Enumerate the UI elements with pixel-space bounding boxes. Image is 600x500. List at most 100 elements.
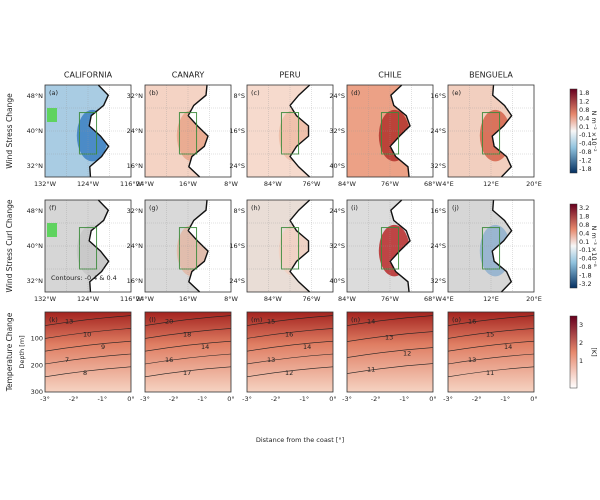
contour-label: 14 <box>504 343 512 351</box>
y-tick-label: 32°N <box>127 92 144 100</box>
panel: (h) 84°W 76°W 8°S 16°S 24°S <box>229 199 334 303</box>
panel-frame <box>447 311 535 393</box>
contour-line <box>246 353 334 365</box>
colorbar-tick-label: 3.2 <box>579 204 589 212</box>
x-tick-label: 0° <box>127 395 134 403</box>
panel-frame <box>44 311 132 393</box>
y-tick-label: 32°S <box>430 162 446 170</box>
colorbar <box>569 88 578 174</box>
land <box>89 85 131 177</box>
colorbar-tick-label: -0.1 <box>579 246 592 254</box>
land <box>492 85 534 177</box>
x-tick-label: 12°E <box>483 180 499 188</box>
panel-label: (d) <box>351 89 360 97</box>
y-tick-label: 32°N <box>27 277 44 285</box>
x-tick-label: -3° <box>443 395 453 403</box>
coastline <box>289 199 311 293</box>
colorbar-tick-label: 1 <box>579 357 583 365</box>
colorbar-unit: N m⁻³ ×10⁻⁸ <box>590 225 598 267</box>
x-tick-label: 4°E <box>442 180 454 188</box>
x-tick-label: -3° <box>342 395 352 403</box>
panel: (j) 4°E 12°E 20°E 16°S 24°S 32°S <box>430 199 542 303</box>
x-tick-label: 68°W <box>424 180 443 188</box>
contour-label: 20 <box>165 318 173 326</box>
panel-label: (j) <box>452 204 459 212</box>
x-tick-label: -1° <box>97 395 107 403</box>
y-tick-label: 24°S <box>229 162 245 170</box>
x-tick-label: 124°W <box>77 180 100 188</box>
x-tick-label: 132°W <box>34 295 57 303</box>
panel-label: (n) <box>351 316 360 324</box>
contour-line <box>44 328 132 339</box>
panel-label: (l) <box>149 316 156 324</box>
y-tick-label: 24°S <box>229 277 245 285</box>
panel: (f) 132°W 124°W 116°W 48°N 40°N 32°N <box>27 199 143 303</box>
contour-line <box>44 366 132 378</box>
y-tick-label: 48°N <box>27 92 44 100</box>
y-tick-label: 16°N <box>127 277 144 285</box>
contour-line <box>346 347 434 358</box>
coastline <box>491 84 513 178</box>
x-tick-label: 68°W <box>424 295 443 303</box>
panel-label: (g) <box>149 204 158 212</box>
colorbar-tick-label: -0.4 <box>579 140 592 148</box>
x-tick-label: 12°E <box>483 295 499 303</box>
x-tick-label: 16°W <box>179 295 198 303</box>
y-tick-label: 24°N <box>127 242 144 250</box>
panel-label: (k) <box>49 316 58 324</box>
contour-label: 14 <box>367 318 375 326</box>
x-tick-label: -1° <box>500 395 510 403</box>
x-tick-label: 84°W <box>338 295 357 303</box>
x-tick-label: -3° <box>40 395 50 403</box>
x-tick-label: 116°W <box>120 180 143 188</box>
colorbar-tick-label: -0.1 <box>579 131 592 139</box>
y-axis-title: Depth [m] <box>18 335 26 368</box>
y-tick-label: 32°S <box>430 277 446 285</box>
temperature-field <box>448 312 534 392</box>
panel-label: (e) <box>452 89 461 97</box>
coastline <box>88 84 110 178</box>
panel-frame <box>346 84 434 178</box>
x-tick-label: 84°W <box>264 295 283 303</box>
panel-label: (f) <box>49 204 56 212</box>
x-tick-label: 0° <box>429 395 436 403</box>
y-tick-label: 200 <box>31 361 43 369</box>
y-tick-label: 48°N <box>27 207 44 215</box>
x-tick-label: 116°W <box>120 295 143 303</box>
contour-label: 14 <box>201 343 209 351</box>
x-tick-label: 84°W <box>338 180 357 188</box>
coastline <box>187 199 209 293</box>
y-tick-label: 40°N <box>27 127 44 135</box>
panel: 15 16 14 13 12 (m) -3° -2° -1° 0° <box>242 311 337 403</box>
x-tick-label: -2° <box>271 395 281 403</box>
contour-label: 13 <box>267 356 275 364</box>
y-tick-label: 24°S <box>329 207 345 215</box>
y-tick-label: 24°N <box>127 127 144 135</box>
colorbar-tick-label: 0.8 <box>579 221 589 229</box>
colorbar-tick-label: -1.2 <box>579 156 592 164</box>
row-title: Wind Stress Change <box>5 93 14 169</box>
panel: 16 15 14 13 11 (o) -3° -2° -1° 0° <box>443 311 538 403</box>
contour-label: 18 <box>183 330 191 338</box>
colorbar-tick-label: -1.8 <box>579 271 592 279</box>
panel: 13 10 9 7 8 (k) -3° -2° -1° 0° 100 200 300 <box>31 311 135 403</box>
colorbar-tick-label: -3.2 <box>579 280 592 288</box>
panel-label: (i) <box>351 204 358 212</box>
panel-frame <box>44 84 132 178</box>
colorbar-tick-label: -0.8 <box>579 263 592 271</box>
column-title: CANARY <box>172 71 205 80</box>
contour-line <box>346 315 434 326</box>
y-tick-label: 8°S <box>233 207 245 215</box>
column-title: CALIFORNIA <box>64 71 113 80</box>
panel: (a) 132°W 124°W 116°W 48°N 40°N 32°N <box>27 84 143 188</box>
contour-line <box>346 363 434 374</box>
x-tick-label: 0° <box>227 395 234 403</box>
coastline <box>187 84 209 178</box>
x-tick-label: 24°W <box>136 295 155 303</box>
y-tick-label: 8°S <box>233 92 245 100</box>
column-title: PERU <box>279 71 300 80</box>
contour-label: 15 <box>486 330 494 338</box>
y-tick-label: 24°S <box>329 92 345 100</box>
panel-frame <box>246 84 334 178</box>
x-tick-label: -1° <box>299 395 309 403</box>
